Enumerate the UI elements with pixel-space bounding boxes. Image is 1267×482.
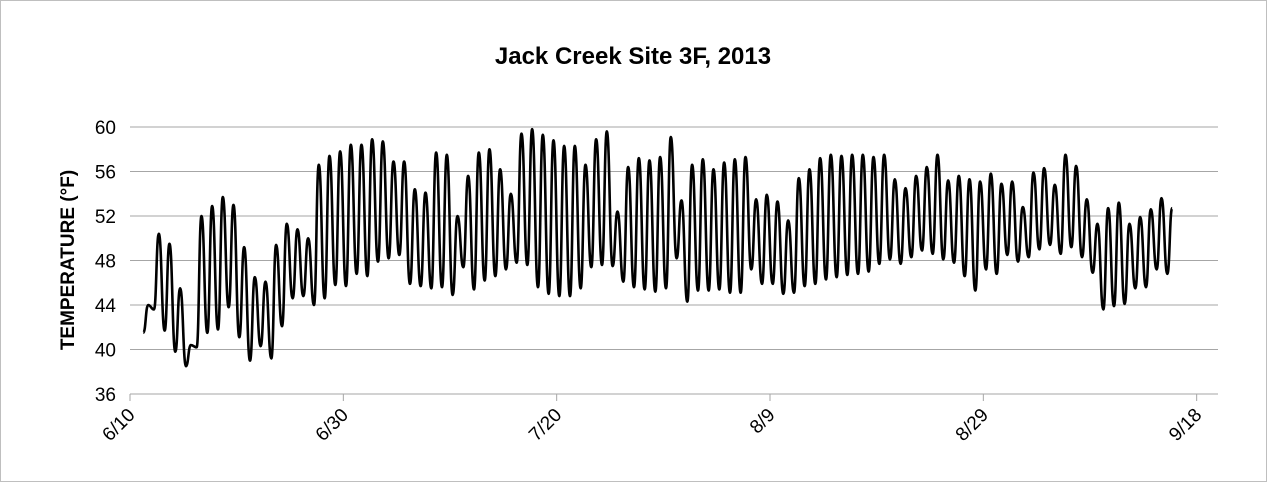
y-tick-label: 48 xyxy=(95,252,116,273)
y-tick-label: 44 xyxy=(95,296,117,317)
y-tick-label: 56 xyxy=(95,163,116,184)
y-tick-label: 60 xyxy=(95,118,116,139)
y-axis-title: TEMPERATURE (°F) xyxy=(58,170,79,350)
y-tick-label: 52 xyxy=(95,207,116,228)
x-tick-label: 6/30 xyxy=(312,405,353,446)
x-tick-label: 6/10 xyxy=(99,405,140,446)
x-tick-label: 7/20 xyxy=(525,405,566,446)
x-tick-label: 8/29 xyxy=(952,405,993,446)
y-tick-label: 40 xyxy=(95,341,116,362)
chart-title: Jack Creek Site 3F, 2013 xyxy=(495,43,771,70)
axes xyxy=(129,393,1218,401)
x-tick-label: 8/9 xyxy=(746,405,780,439)
series-layer xyxy=(142,127,1174,368)
x-tick-label: 9/18 xyxy=(1165,405,1206,446)
series-line xyxy=(142,127,1174,368)
y-tick-label: 36 xyxy=(95,385,116,406)
